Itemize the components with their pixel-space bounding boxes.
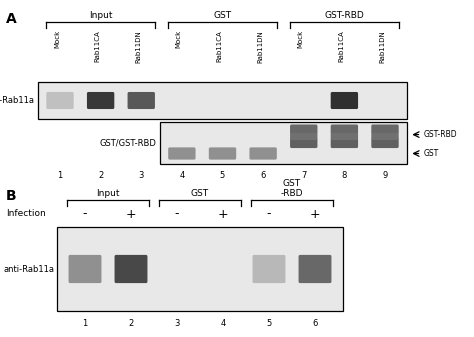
FancyBboxPatch shape <box>209 147 236 160</box>
Text: 3: 3 <box>174 318 180 328</box>
Text: 6: 6 <box>260 171 266 180</box>
Text: 2: 2 <box>128 318 134 328</box>
Text: GST: GST <box>191 189 209 198</box>
Text: B: B <box>6 189 17 203</box>
FancyBboxPatch shape <box>253 255 285 283</box>
Text: 4: 4 <box>179 171 184 180</box>
FancyBboxPatch shape <box>290 131 318 140</box>
Text: 5: 5 <box>220 171 225 180</box>
FancyBboxPatch shape <box>46 92 73 109</box>
FancyBboxPatch shape <box>87 92 114 109</box>
Text: 1: 1 <box>57 171 63 180</box>
Text: 9: 9 <box>383 171 388 180</box>
Text: +: + <box>218 208 228 220</box>
Text: GST-RBD: GST-RBD <box>423 130 457 139</box>
Text: Rab11CA: Rab11CA <box>217 30 222 62</box>
Text: +: + <box>126 208 137 220</box>
FancyBboxPatch shape <box>290 138 318 148</box>
Text: -: - <box>175 208 179 220</box>
Text: 8: 8 <box>342 171 347 180</box>
FancyBboxPatch shape <box>299 255 331 283</box>
Text: Mock: Mock <box>54 30 60 48</box>
Bar <box>37 82 407 119</box>
Text: GST: GST <box>423 149 438 158</box>
Text: Rab11DN: Rab11DN <box>257 30 263 63</box>
Text: 1: 1 <box>82 318 88 328</box>
Text: Input: Input <box>96 189 120 198</box>
Text: 2: 2 <box>98 171 103 180</box>
Text: anti-Rab11a: anti-Rab11a <box>3 265 55 274</box>
Text: Rab11DN: Rab11DN <box>379 30 385 63</box>
FancyBboxPatch shape <box>128 92 155 109</box>
Text: 3: 3 <box>138 171 144 180</box>
Text: Mock: Mock <box>298 30 304 48</box>
Text: GST
-RBD: GST -RBD <box>281 179 303 198</box>
FancyBboxPatch shape <box>331 92 358 109</box>
Text: Mock: Mock <box>176 30 182 48</box>
FancyBboxPatch shape <box>331 131 358 140</box>
FancyBboxPatch shape <box>371 138 399 148</box>
Text: 7: 7 <box>301 171 306 180</box>
Text: A: A <box>6 12 17 26</box>
Bar <box>160 122 407 164</box>
FancyBboxPatch shape <box>331 124 358 133</box>
Text: Rab11CA: Rab11CA <box>95 30 100 62</box>
Text: 5: 5 <box>266 318 272 328</box>
Text: Input: Input <box>89 11 112 20</box>
Text: anti-Rab11a: anti-Rab11a <box>0 96 35 105</box>
FancyBboxPatch shape <box>371 131 399 140</box>
FancyBboxPatch shape <box>290 124 318 133</box>
Text: Rab11DN: Rab11DN <box>135 30 141 63</box>
FancyBboxPatch shape <box>115 255 147 283</box>
Text: -: - <box>267 208 271 220</box>
FancyBboxPatch shape <box>168 147 196 160</box>
FancyBboxPatch shape <box>249 147 277 160</box>
Text: GST/GST-RBD: GST/GST-RBD <box>100 139 156 148</box>
Text: -: - <box>83 208 87 220</box>
FancyBboxPatch shape <box>331 138 358 148</box>
Text: 6: 6 <box>312 318 318 328</box>
FancyBboxPatch shape <box>69 255 101 283</box>
Text: 4: 4 <box>220 318 226 328</box>
Text: GST-RBD: GST-RBD <box>325 11 364 20</box>
Bar <box>57 227 343 311</box>
Text: Infection: Infection <box>6 210 46 218</box>
Text: GST: GST <box>213 11 232 20</box>
Text: Rab11CA: Rab11CA <box>338 30 345 62</box>
Text: +: + <box>310 208 320 220</box>
FancyBboxPatch shape <box>371 124 399 133</box>
